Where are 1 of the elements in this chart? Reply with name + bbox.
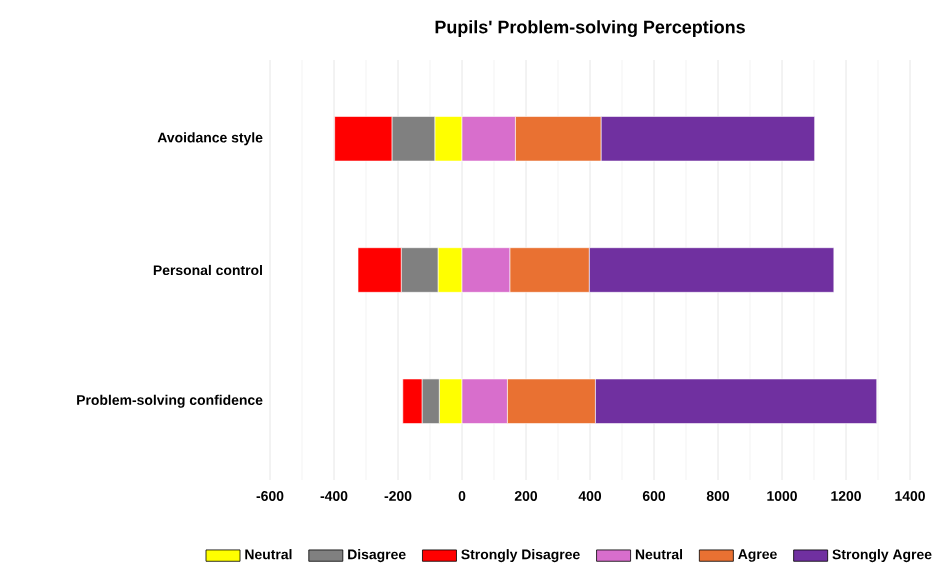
chart-title: Pupils' Problem-solving Perceptions xyxy=(435,20,745,38)
